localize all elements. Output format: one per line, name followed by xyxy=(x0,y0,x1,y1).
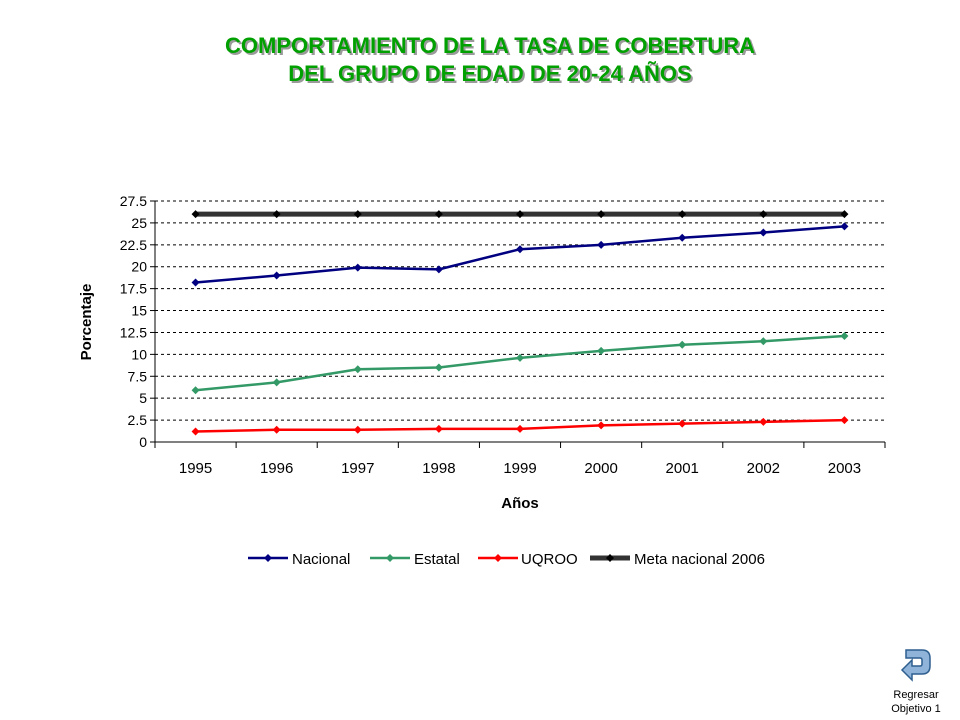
return-arrow-icon xyxy=(900,649,931,682)
legend-label: Estatal xyxy=(414,551,460,568)
series-lines xyxy=(191,210,849,436)
data-point xyxy=(678,340,687,349)
data-point xyxy=(678,233,687,242)
y-tick-label: 7.5 xyxy=(128,368,148,384)
y-tick-label: 10 xyxy=(131,346,147,362)
legend-marker xyxy=(494,554,502,562)
y-tick-label: 0 xyxy=(139,434,147,450)
data-point xyxy=(516,424,524,433)
x-tick-label: 2003 xyxy=(828,460,861,477)
chart-title-line-2: DEL GRUPO DE EDAD DE 20-24 AÑOS xyxy=(288,61,692,86)
data-point xyxy=(191,386,200,395)
data-point xyxy=(516,210,524,219)
x-tick-label: 2001 xyxy=(666,460,699,477)
data-point xyxy=(191,278,200,287)
y-tick-label: 12.5 xyxy=(120,324,147,340)
series-line-estatal xyxy=(195,334,845,392)
return-link-label-line-1: Regresar xyxy=(893,689,939,701)
legend-label: Nacional xyxy=(292,551,350,568)
chart-title: COMPORTAMIENTO DE LA TASA DE COBERTURA D… xyxy=(0,32,960,88)
data-point xyxy=(272,378,281,387)
data-point xyxy=(434,424,443,433)
data-point xyxy=(840,210,849,219)
legend-marker xyxy=(606,554,614,562)
legend: Nacional Estatal UQROO Meta nacional 2006 xyxy=(248,551,765,568)
y-tick-label: 15 xyxy=(131,303,147,319)
data-point xyxy=(759,337,768,346)
data-point xyxy=(272,210,281,219)
data-point xyxy=(272,425,281,434)
legend-marker xyxy=(386,554,394,562)
y-axis-title: Porcentaje xyxy=(78,284,95,361)
axis-labels: 0 2.5 5 7.5 10 12.5 15 17.5 20 22.5 25 27.5 1995 1996… xyxy=(78,193,861,512)
y-tick-label: 17.5 xyxy=(120,281,147,297)
data-point xyxy=(840,416,849,425)
x-tick-label: 1996 xyxy=(260,460,293,477)
series-line-nacional xyxy=(195,225,845,284)
data-point xyxy=(191,427,200,436)
data-point xyxy=(597,346,606,355)
x-tick-label: 1999 xyxy=(503,460,536,477)
data-point xyxy=(597,210,606,219)
x-tick-label: 1995 xyxy=(179,460,212,477)
y-tick-label: 20 xyxy=(131,259,147,275)
data-point xyxy=(678,419,687,428)
data-point xyxy=(516,245,524,254)
gridlines xyxy=(155,200,885,421)
y-tick-label: 5 xyxy=(139,390,147,406)
data-point xyxy=(353,365,362,374)
x-tick-label: 2000 xyxy=(584,460,617,477)
data-point xyxy=(597,421,606,430)
legend-marker xyxy=(264,554,272,562)
axes xyxy=(150,200,886,448)
y-tick-label: 22.5 xyxy=(120,237,147,253)
x-tick-label: 1998 xyxy=(422,460,455,477)
data-point xyxy=(678,210,687,219)
data-point xyxy=(434,363,443,372)
x-axis-title: Años xyxy=(501,495,539,512)
return-objective-1-link[interactable]: Regresar Objetivo 1 xyxy=(880,644,952,718)
y-tick-label: 27.5 xyxy=(120,193,147,209)
data-point xyxy=(353,425,362,434)
data-point xyxy=(759,210,768,219)
x-tick-label: 1997 xyxy=(341,460,374,477)
data-point xyxy=(434,265,443,274)
chart-title-line-1: COMPORTAMIENTO DE LA TASA DE COBERTURA xyxy=(224,33,756,58)
data-point xyxy=(353,210,362,219)
data-point xyxy=(191,210,200,219)
data-point xyxy=(759,417,768,426)
data-point xyxy=(272,271,281,280)
return-link-label-line-2: Objetivo 1 xyxy=(891,703,941,715)
y-tick-label: 2.5 xyxy=(128,412,148,428)
data-point xyxy=(840,222,849,231)
data-point xyxy=(840,331,849,340)
data-point xyxy=(759,228,768,237)
data-point xyxy=(516,353,524,362)
data-point xyxy=(597,240,606,249)
data-point xyxy=(353,263,362,272)
legend-label: UQROO xyxy=(521,551,578,568)
y-tick-label: 25 xyxy=(131,215,147,231)
data-point xyxy=(434,210,443,219)
x-tick-label: 2002 xyxy=(747,460,780,477)
legend-label: Meta nacional 2006 xyxy=(634,551,765,568)
